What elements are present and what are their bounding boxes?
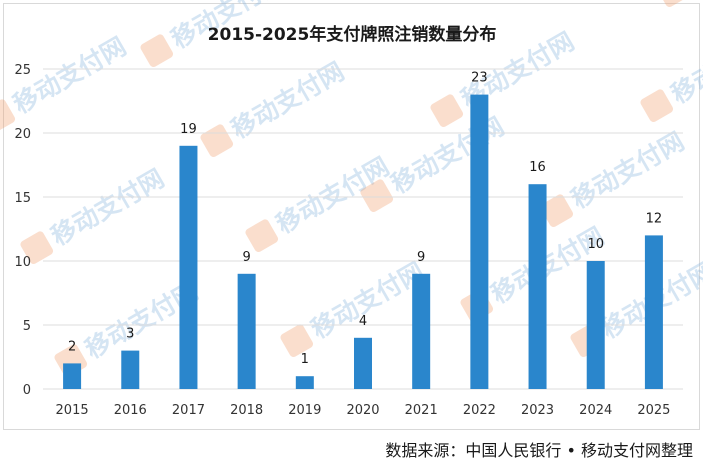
watermark: 移动支付网 (200, 57, 349, 157)
watermark-logo-icon (20, 231, 54, 264)
data-label: 4 (359, 314, 367, 329)
bar (412, 273, 431, 389)
data-label: 2 (68, 339, 76, 354)
data-label: 9 (242, 250, 250, 265)
x-tick-label: 2021 (405, 403, 438, 418)
watermark: 移动支付网 (20, 164, 169, 264)
bar (63, 363, 82, 389)
bar (354, 337, 372, 389)
bar (528, 184, 547, 389)
x-tick-label: 2017 (172, 403, 205, 418)
y-tick-label: 25 (14, 63, 31, 78)
x-axis: 2015 2016 2017 2018 2019 2020 2021 2022 2023 2024… (56, 403, 671, 418)
watermark-text: 移动支付网 (666, 22, 703, 110)
bar (237, 273, 256, 389)
bar (470, 94, 489, 389)
y-tick-label: 15 (14, 191, 31, 206)
x-tick-label: 2020 (346, 403, 379, 418)
chart-frame (3, 3, 700, 430)
watermark-logo-icon (640, 89, 674, 122)
source-note: 数据来源：中国人民银行 • 移动支付网整理 (385, 441, 693, 460)
watermark-text: 移动支付网 (46, 164, 169, 252)
watermark-logo-icon (360, 179, 394, 212)
data-label: 12 (646, 211, 663, 226)
data-label: 19 (180, 122, 197, 137)
x-tick-label: 2025 (637, 403, 670, 418)
x-tick-label: 2023 (521, 403, 554, 418)
watermark-logo-icon (430, 94, 464, 127)
watermark-logo-icon (540, 194, 574, 227)
bar (179, 145, 198, 389)
watermark: 移动支付网 (640, 22, 703, 122)
watermark: 移动支付网 (656, 0, 690, 7)
data-label: 3 (126, 327, 134, 342)
bar-chart: 移动支付网移动支付网移动支付网移动支付网移动支付网移动支付网移动支付网移动支付网… (0, 0, 703, 418)
watermark-logo-icon (140, 34, 174, 67)
watermark: 移动支付网 (0, 32, 131, 132)
x-tick-label: 2015 (56, 403, 89, 418)
watermark-text: 移动支付网 (566, 127, 689, 215)
data-label: 10 (587, 237, 604, 252)
x-tick-label: 2016 (114, 403, 147, 418)
x-tick-label: 2022 (463, 403, 496, 418)
data-label: 1 (301, 352, 309, 367)
watermark-text: 移动支付网 (226, 57, 349, 145)
watermark-logo-icon (245, 219, 279, 252)
data-label: 23 (471, 71, 488, 86)
y-tick-label: 20 (14, 127, 31, 142)
y-tick-label: 5 (23, 319, 31, 334)
watermark-logo-icon (656, 0, 690, 7)
data-label: 16 (529, 160, 546, 175)
x-tick-label: 2019 (288, 403, 321, 418)
watermark-text: 移动支付网 (306, 257, 429, 345)
watermark: 移动支付网 (280, 257, 429, 357)
x-tick-label: 2018 (230, 403, 263, 418)
y-tick-label: 10 (14, 255, 31, 270)
watermark-logo-icon (0, 99, 16, 132)
bar (644, 235, 663, 389)
y-axis: 0 5 10 15 20 25 (14, 63, 31, 398)
bar (295, 376, 314, 389)
bar (121, 350, 140, 389)
y-tick-label: 0 (23, 383, 31, 398)
chart-title: 2015-2025年支付牌照注销数量分布 (208, 24, 497, 45)
x-tick-label: 2024 (579, 403, 612, 418)
watermark-logo-icon (280, 324, 314, 357)
watermark: 移动支付网 (540, 127, 689, 227)
bar (586, 261, 605, 389)
data-label: 9 (417, 250, 425, 265)
watermark-logo-icon (200, 124, 234, 157)
gridlines (43, 68, 683, 390)
